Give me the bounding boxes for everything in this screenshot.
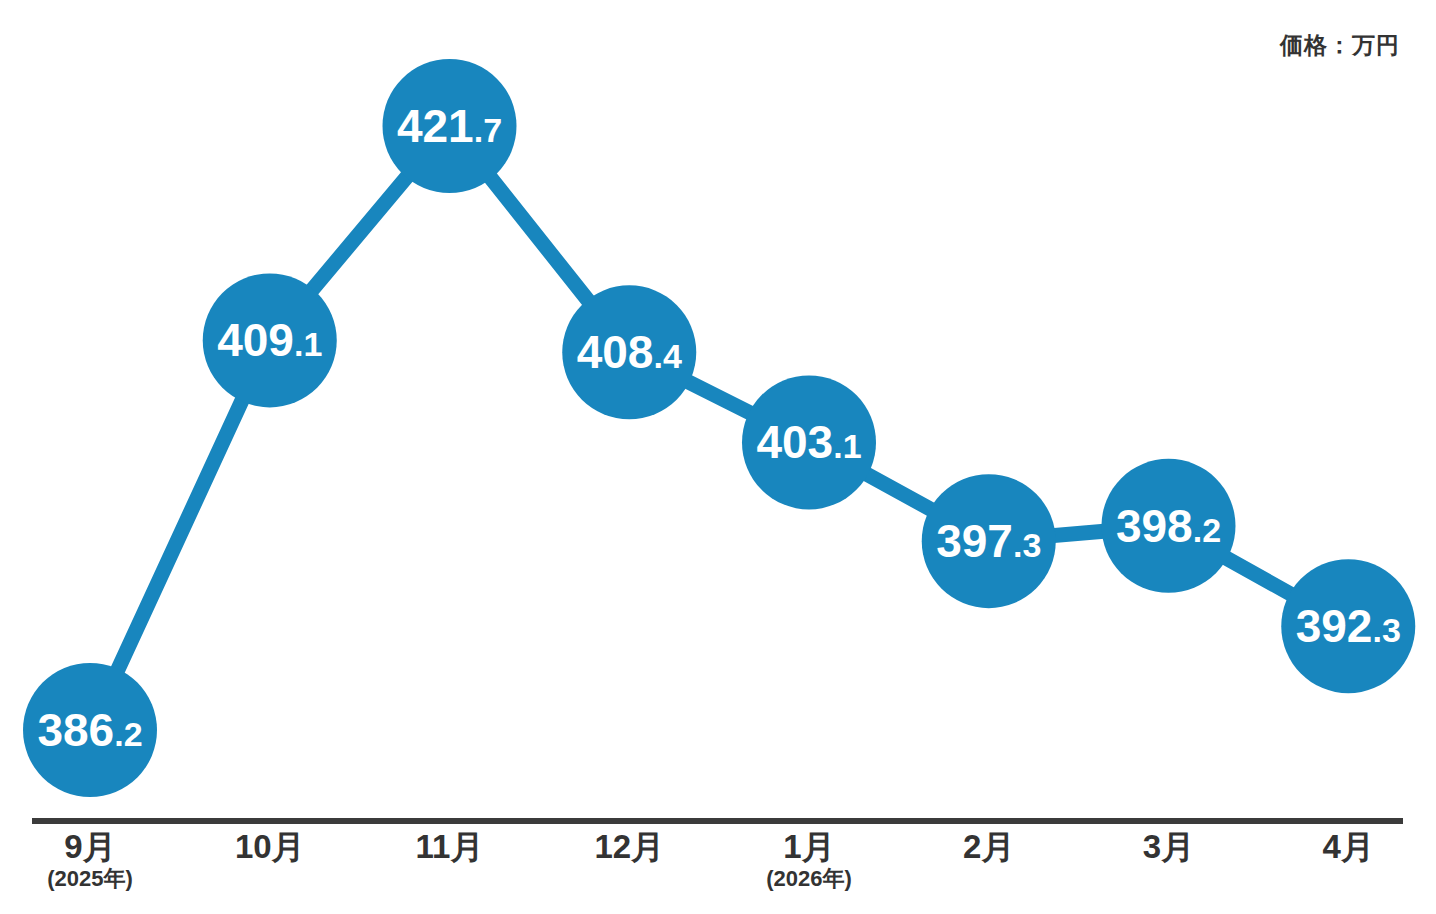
x-tick-label: 12月 (594, 828, 664, 865)
x-tick-label: 10月 (235, 828, 305, 865)
x-tick-label: 11月 (416, 828, 484, 865)
x-tick-label: 4月 (1323, 828, 1374, 865)
line-chart-canvas: 386.2409.1421.7408.4403.1397.3398.2392.3… (0, 0, 1436, 914)
series-line (90, 126, 1348, 730)
x-tick-label: 1月 (783, 828, 834, 865)
x-tick-year-note: (2025年) (47, 866, 133, 891)
x-tick-label: 2月 (963, 828, 1014, 865)
price-trend-chart: 価格：万円 386.2409.1421.7408.4403.1397.3398.… (0, 0, 1436, 914)
x-axis-line (32, 818, 1403, 824)
x-tick-year-note: (2026年) (766, 866, 852, 891)
x-tick-label: 3月 (1143, 828, 1194, 865)
x-tick-label: 9月 (64, 828, 115, 865)
